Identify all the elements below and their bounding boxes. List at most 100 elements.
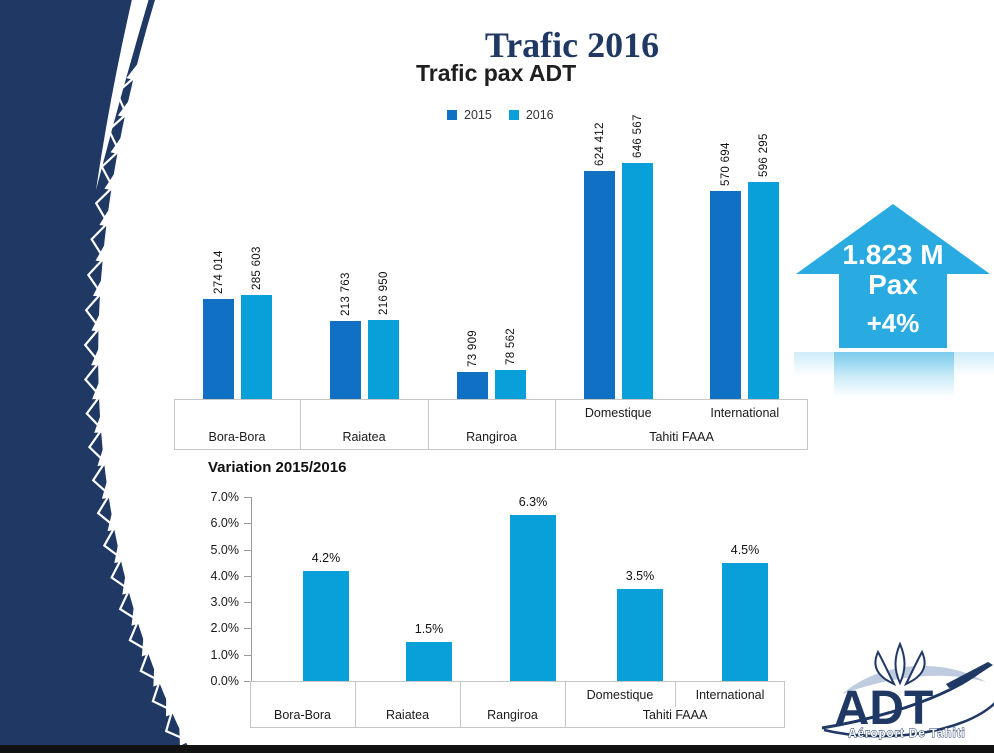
bar-2015-raiatea bbox=[330, 321, 361, 399]
bar-2015-international bbox=[710, 191, 741, 399]
variation-bar-international bbox=[722, 563, 768, 681]
band-shape bbox=[0, 0, 192, 753]
y-tick-mark bbox=[244, 628, 251, 630]
variation-label-bora-bora: 4.2% bbox=[311, 551, 341, 565]
arrow-reflection-body bbox=[834, 352, 954, 398]
value-label-2016-bora-bora: 285 603 bbox=[250, 246, 263, 290]
y-tick-label-40: 4.0% bbox=[210, 568, 240, 583]
y-tick-label-30: 3.0% bbox=[210, 595, 240, 610]
y-tick-label-70: 7.0% bbox=[210, 490, 240, 504]
logo-name: Aéroport De Tahiti bbox=[848, 728, 965, 740]
category-axis-box bbox=[250, 681, 785, 728]
y-tick-label-00: 0.0% bbox=[210, 674, 240, 688]
axis-sublabel-international: International bbox=[695, 688, 765, 702]
logo-acronym: ADT bbox=[835, 682, 934, 735]
arrow-unit: Pax bbox=[868, 269, 918, 300]
band-tooth bbox=[99, 206, 118, 228]
axis-label-tahiti-faaa: Tahiti FAAA bbox=[649, 430, 714, 444]
band-tooth bbox=[141, 634, 159, 657]
value-label-2015-international: 570 694 bbox=[719, 142, 732, 186]
band-tooth bbox=[101, 477, 120, 499]
band-tooth bbox=[91, 311, 110, 332]
axis-label-bora-bora: Bora-Bora bbox=[208, 430, 266, 444]
bar-2016-rangiroa bbox=[495, 370, 526, 399]
axis-sublabel-domestique: Domestique bbox=[586, 688, 654, 702]
y-tick-mark bbox=[244, 654, 251, 656]
category-axis-divider bbox=[355, 681, 356, 728]
tapa-pattern-decoration bbox=[0, 0, 197, 753]
bar-2015-domestique bbox=[584, 171, 615, 399]
value-label-2015-domestique: 624 412 bbox=[593, 122, 606, 166]
axis-label-rangiroa: Rangiroa bbox=[487, 708, 538, 722]
band-tooth bbox=[126, 60, 144, 83]
legend-label-2015: 2015 bbox=[464, 108, 492, 122]
y-tick-label-20: 2.0% bbox=[210, 621, 240, 636]
y-tick-mark bbox=[244, 575, 251, 577]
band-tooth bbox=[94, 412, 113, 433]
value-label-2015-raiatea: 213 763 bbox=[339, 272, 352, 316]
band-tooth bbox=[166, 694, 183, 717]
band-tooth bbox=[107, 509, 126, 532]
logo-petal-center bbox=[894, 641, 906, 686]
band-tooth bbox=[122, 572, 140, 595]
bar-2016-international bbox=[748, 182, 779, 399]
arrow-change: +4% bbox=[867, 308, 920, 338]
band-tooth bbox=[131, 603, 149, 626]
chart2-title: Variation 2015/2016 bbox=[208, 459, 347, 476]
variation-bar-rangiroa bbox=[510, 515, 556, 681]
band-tooth bbox=[114, 541, 132, 564]
bar-2015-bora-bora bbox=[203, 299, 234, 399]
band-tooth bbox=[92, 276, 111, 298]
band-tooth bbox=[95, 241, 114, 263]
bar-2016-domestique bbox=[622, 163, 653, 399]
band-tooth bbox=[91, 345, 110, 366]
band-tooth bbox=[97, 445, 116, 467]
chart1-legend: 2015 2016 bbox=[447, 108, 554, 122]
bar-2016-bora-bora bbox=[241, 295, 272, 399]
category-axis-divider bbox=[460, 681, 461, 728]
arrow-shape bbox=[796, 204, 990, 348]
footer-bar bbox=[0, 745, 994, 753]
y-tick-mark bbox=[244, 497, 251, 498]
y-tick-mark bbox=[244, 681, 251, 682]
axis-sublabel-domestique: Domestique bbox=[584, 406, 652, 420]
y-tick-label-50: 5.0% bbox=[210, 542, 240, 557]
bar-2016-raiatea bbox=[368, 320, 399, 399]
value-label-2015-rangiroa: 73 909 bbox=[466, 330, 479, 367]
logo-petal-left bbox=[874, 649, 897, 687]
axis-label-bora-bora: Bora-Bora bbox=[274, 708, 331, 722]
adt-logo: ADT Aéroport De Tahiti bbox=[821, 641, 994, 740]
axis-label-rangiroa: Rangiroa bbox=[466, 430, 517, 444]
category-axis-divider bbox=[300, 399, 301, 450]
band-tooth bbox=[92, 378, 111, 400]
band-tooth bbox=[117, 97, 136, 120]
axis-label-tahiti-faaa: Tahiti FAAA bbox=[642, 708, 708, 722]
y-tick-mark bbox=[244, 602, 251, 604]
value-label-2016-rangiroa: 78 562 bbox=[504, 328, 517, 365]
chart1-title: Trafic pax ADT bbox=[416, 60, 577, 86]
band-tooth bbox=[179, 723, 197, 746]
value-label-2016-international: 596 295 bbox=[757, 133, 770, 177]
bar-2015-rangiroa bbox=[457, 372, 488, 399]
subcategory-axis-divider bbox=[675, 682, 676, 707]
logo-leaf bbox=[842, 665, 986, 694]
logo-swoosh-bottom bbox=[823, 702, 994, 738]
y-tick-label-60: 6.0% bbox=[210, 516, 240, 531]
category-axis-divider bbox=[565, 681, 566, 728]
axis-label-raiatea: Raiatea bbox=[385, 708, 430, 722]
axis-label-raiatea: Raiatea bbox=[342, 430, 386, 444]
category-axis-divider bbox=[428, 399, 429, 450]
band-tooth bbox=[104, 170, 123, 192]
variation-label-international: 4.5% bbox=[730, 543, 760, 557]
page-title: Trafic 2016 bbox=[484, 25, 660, 65]
category-axis-divider bbox=[555, 399, 556, 450]
y-axis-line bbox=[251, 497, 252, 681]
band-tooth bbox=[110, 134, 129, 156]
variation-bar-domestique bbox=[617, 589, 663, 681]
variation-label-raiatea: 1.5% bbox=[414, 622, 444, 636]
value-label-2016-raiatea: 216 950 bbox=[377, 271, 390, 315]
arrow-value: 1.823 M bbox=[842, 239, 943, 270]
legend-swatch-2015 bbox=[447, 110, 457, 120]
